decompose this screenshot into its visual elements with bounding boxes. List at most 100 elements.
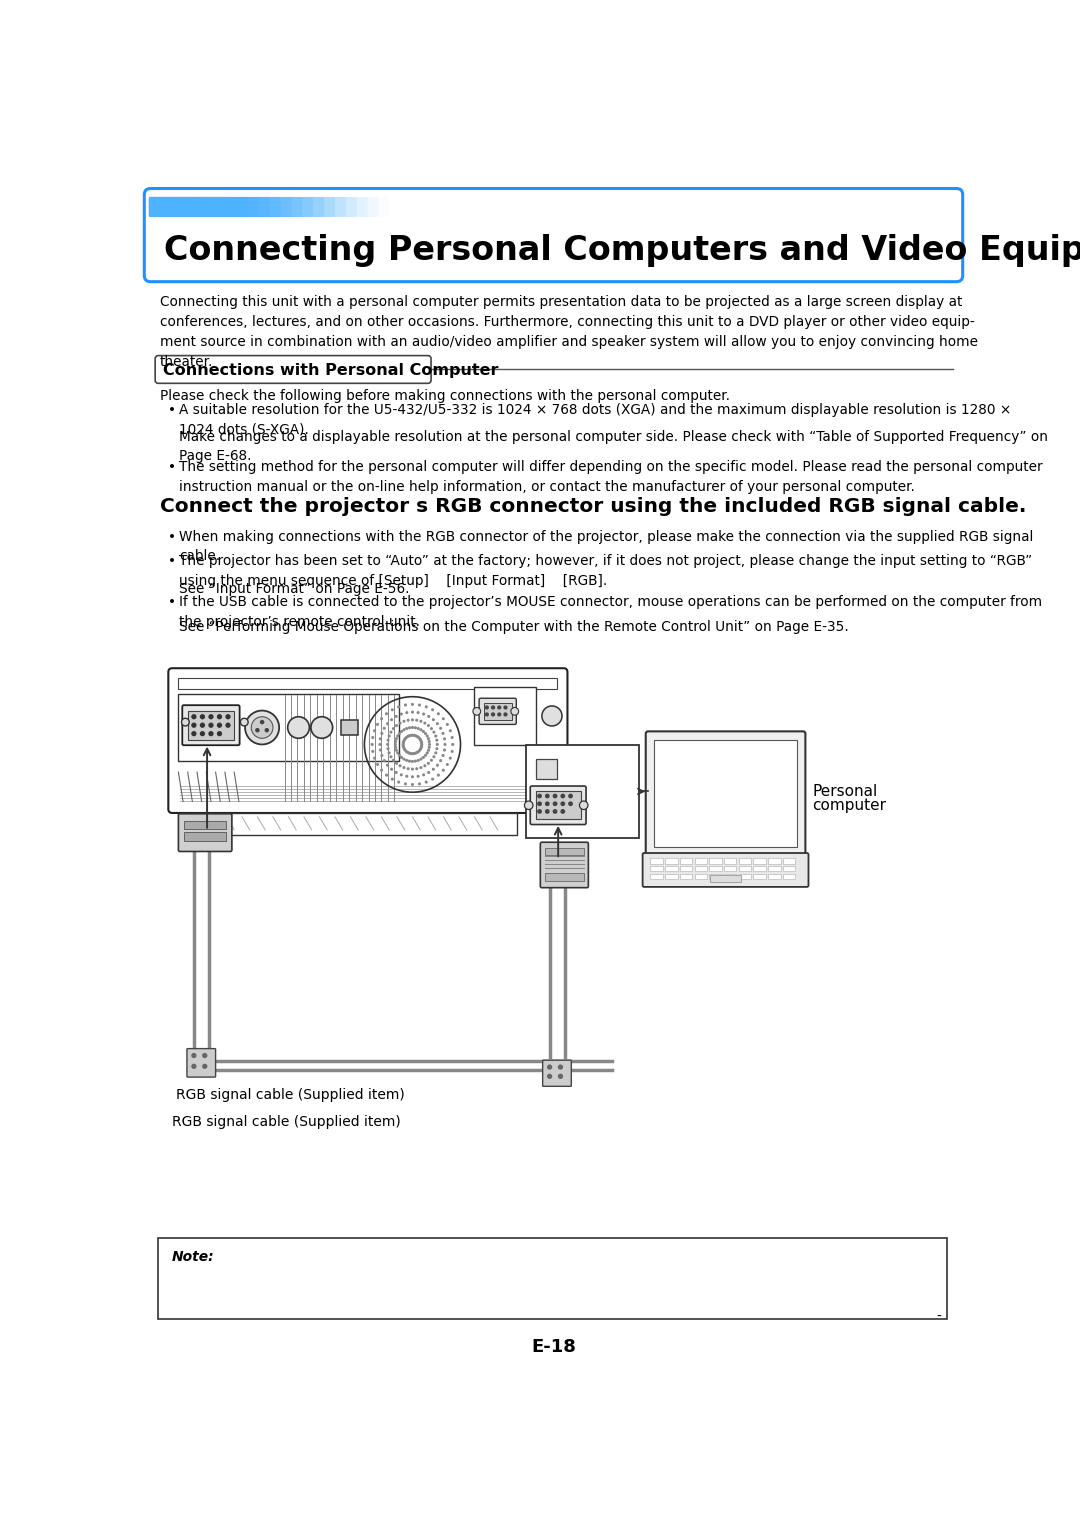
Circle shape — [436, 713, 440, 716]
Circle shape — [418, 749, 421, 752]
Circle shape — [390, 731, 392, 734]
Circle shape — [444, 743, 446, 746]
Text: computer: computer — [812, 798, 887, 812]
Circle shape — [449, 729, 451, 732]
Text: RGB signal cable (Supplied item): RGB signal cable (Supplied item) — [176, 1088, 405, 1102]
Circle shape — [388, 751, 391, 754]
Circle shape — [403, 757, 405, 760]
Circle shape — [432, 768, 435, 771]
Circle shape — [491, 713, 495, 716]
Circle shape — [548, 1065, 552, 1070]
FancyBboxPatch shape — [149, 197, 281, 217]
Circle shape — [417, 758, 420, 761]
Circle shape — [434, 734, 437, 737]
Circle shape — [422, 774, 426, 777]
Circle shape — [397, 732, 401, 736]
Circle shape — [405, 736, 408, 739]
Circle shape — [443, 749, 446, 752]
Circle shape — [410, 719, 414, 722]
Circle shape — [423, 765, 427, 768]
Circle shape — [394, 714, 397, 717]
Circle shape — [181, 719, 189, 726]
Circle shape — [436, 763, 438, 766]
Text: See “Performing Mouse Operations on the Computer with the Remote Control Unit” o: See “Performing Mouse Operations on the … — [179, 621, 849, 635]
FancyBboxPatch shape — [149, 197, 248, 217]
Circle shape — [498, 707, 501, 710]
Circle shape — [373, 757, 376, 760]
Circle shape — [417, 749, 420, 752]
Circle shape — [395, 749, 397, 752]
Circle shape — [451, 743, 455, 746]
Circle shape — [384, 774, 388, 777]
Circle shape — [417, 775, 420, 778]
Circle shape — [397, 705, 401, 708]
Circle shape — [548, 1074, 552, 1079]
Circle shape — [446, 723, 449, 726]
Bar — [159, 1238, 947, 1318]
Bar — [484, 703, 512, 720]
Circle shape — [400, 729, 403, 732]
Bar — [665, 867, 677, 871]
Bar — [739, 859, 751, 864]
FancyBboxPatch shape — [156, 356, 431, 383]
Circle shape — [226, 723, 230, 726]
Circle shape — [410, 783, 414, 786]
FancyBboxPatch shape — [149, 197, 205, 217]
Circle shape — [446, 763, 449, 766]
FancyBboxPatch shape — [149, 197, 302, 217]
Circle shape — [525, 801, 532, 809]
Circle shape — [192, 732, 195, 736]
Circle shape — [440, 758, 442, 761]
Circle shape — [372, 749, 375, 752]
Circle shape — [390, 719, 393, 722]
Circle shape — [538, 803, 541, 806]
Bar — [545, 848, 583, 855]
Text: The setting method for the personal computer will differ depending on the specif: The setting method for the personal comp… — [179, 461, 1043, 494]
Circle shape — [424, 780, 428, 784]
Circle shape — [418, 783, 421, 786]
Text: •: • — [167, 595, 176, 609]
Circle shape — [434, 751, 437, 754]
Circle shape — [419, 766, 422, 769]
Circle shape — [391, 708, 394, 711]
Circle shape — [424, 732, 427, 736]
Circle shape — [256, 728, 259, 732]
Circle shape — [388, 734, 391, 737]
Bar — [754, 874, 766, 879]
Bar — [783, 859, 795, 864]
FancyBboxPatch shape — [149, 197, 227, 217]
Circle shape — [402, 740, 405, 743]
Circle shape — [260, 720, 264, 723]
Circle shape — [580, 801, 588, 809]
Circle shape — [406, 719, 409, 722]
Bar — [650, 867, 663, 871]
Bar — [710, 876, 741, 882]
Circle shape — [436, 774, 440, 777]
Circle shape — [562, 803, 565, 806]
Circle shape — [416, 736, 419, 739]
Bar — [341, 720, 359, 736]
FancyBboxPatch shape — [187, 1048, 216, 1077]
Circle shape — [450, 749, 454, 752]
Circle shape — [380, 769, 383, 772]
Circle shape — [408, 734, 410, 737]
Text: •: • — [167, 461, 176, 475]
Circle shape — [406, 768, 409, 771]
Bar — [710, 874, 721, 879]
Text: Personal: Personal — [812, 784, 878, 798]
Text: Note:: Note: — [172, 1250, 215, 1265]
Circle shape — [210, 714, 213, 719]
Text: RGB signal cable (Supplied item): RGB signal cable (Supplied item) — [172, 1116, 401, 1129]
Bar — [768, 874, 781, 879]
Circle shape — [553, 803, 557, 806]
Circle shape — [562, 795, 565, 798]
Circle shape — [380, 732, 383, 736]
Circle shape — [201, 723, 204, 726]
Circle shape — [387, 748, 390, 751]
Circle shape — [192, 1053, 195, 1058]
Circle shape — [402, 745, 405, 748]
Bar — [694, 859, 707, 864]
Circle shape — [415, 719, 418, 722]
Circle shape — [408, 760, 411, 763]
Circle shape — [410, 768, 414, 771]
